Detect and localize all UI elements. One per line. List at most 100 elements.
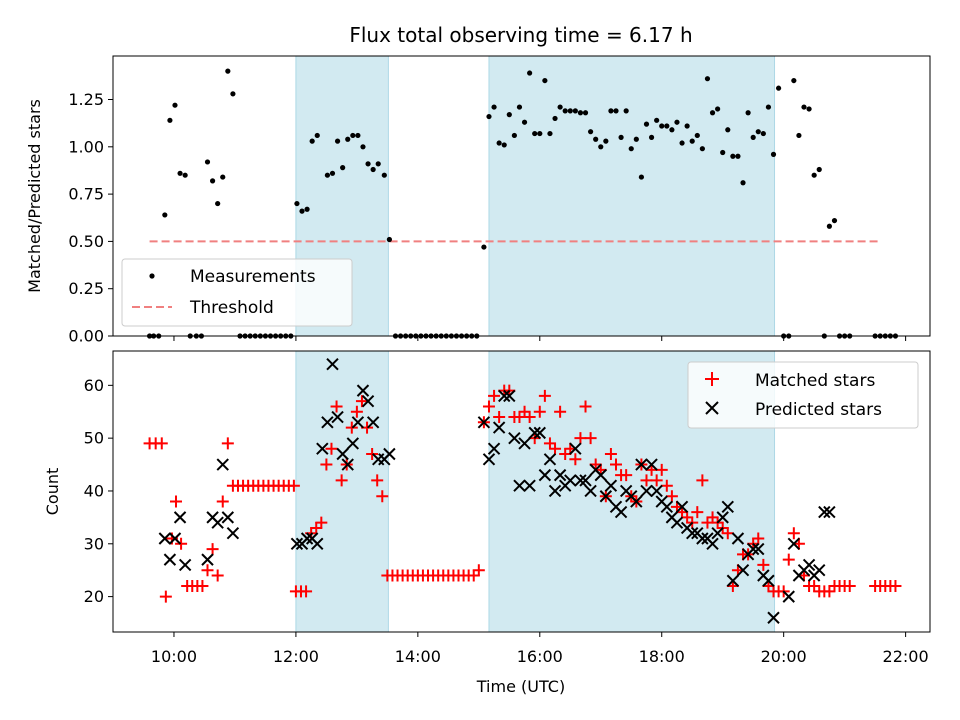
measurement-point	[806, 106, 812, 112]
matched-star-point	[543, 437, 556, 450]
predicted-star-point	[599, 490, 613, 503]
measurement-point	[209, 178, 216, 184]
measurement-point	[811, 172, 817, 178]
measurement-point	[162, 212, 168, 218]
predicted-star-point	[168, 532, 182, 545]
measurement-point	[204, 159, 211, 165]
predicted-star-point	[548, 484, 562, 498]
measurement-point	[654, 117, 660, 123]
measurement-points	[146, 68, 899, 339]
matched-star-point	[330, 400, 343, 413]
measurement-point	[633, 136, 639, 142]
legend-predicted-marker	[705, 401, 719, 415]
predicted-star-point	[216, 458, 229, 471]
measurement-point	[537, 130, 543, 137]
predicted-star-point	[226, 527, 240, 540]
measurement-point	[334, 138, 341, 144]
predicted-star-point	[163, 553, 177, 566]
predicted-star-point	[564, 474, 577, 487]
y-tick-label: 60	[84, 376, 104, 395]
predicted-star-point	[383, 447, 396, 461]
predicted-star-point	[311, 537, 324, 550]
predicted-star-point	[630, 495, 643, 508]
measurement-point	[542, 77, 548, 84]
matched-star-point	[782, 553, 795, 566]
predicted-star-point	[518, 437, 531, 450]
measurement-point	[659, 123, 665, 129]
measurement-point	[375, 161, 381, 167]
measurement-point	[215, 200, 221, 207]
top-legend-box	[121, 258, 353, 327]
predicted-star-point	[650, 484, 663, 498]
matched-star-point	[549, 442, 562, 455]
predicted-star-point	[604, 479, 618, 492]
y-tick-label: 40	[84, 481, 104, 500]
measurement-point	[225, 68, 231, 74]
measurement-point	[791, 77, 797, 84]
measurement-point	[324, 172, 331, 178]
measurement-point	[760, 130, 766, 137]
predicted-stars-points	[158, 357, 836, 624]
matched-star-point	[366, 447, 379, 460]
matched-star-point	[660, 479, 673, 492]
predicted-star-point	[513, 479, 526, 492]
measurement-point	[755, 129, 761, 135]
predicted-star-point	[523, 479, 536, 492]
predicted-star-point	[736, 563, 750, 577]
measurement-point	[309, 138, 315, 144]
bottom-y-axis-label: Count	[43, 468, 62, 516]
legend-measurements-marker	[149, 273, 155, 279]
measurement-point	[735, 153, 741, 159]
predicted-star-point	[346, 437, 360, 450]
measurement-point	[172, 102, 178, 108]
y-tick-label: 0.00	[68, 327, 104, 346]
matched-star-point	[569, 453, 582, 466]
predicted-star-point	[533, 426, 546, 440]
predicted-star-point	[696, 532, 709, 545]
predicted-star-point	[336, 447, 349, 461]
matched-star-point	[355, 395, 368, 408]
measurement-point	[831, 217, 838, 224]
predicted-star-point	[802, 558, 816, 572]
predicted-star-point	[498, 389, 511, 403]
predicted-star-point	[823, 505, 836, 519]
predicted-star-point	[326, 357, 339, 371]
predicted-star-point	[361, 394, 375, 408]
matched-star-point	[681, 511, 694, 524]
matched-star-point	[221, 437, 234, 450]
top-plot-frame	[112, 55, 931, 337]
x-tick-label: 18:00	[639, 647, 685, 666]
x-tick-label: 16:00	[517, 647, 563, 666]
measurement-point	[694, 132, 700, 139]
predicted-star-point	[640, 484, 653, 498]
legend-measurements-label: Measurements	[190, 267, 316, 287]
predicted-star-point	[341, 458, 354, 471]
observing-window-1	[295, 350, 389, 633]
predicted-star-point	[331, 410, 344, 424]
matched-star-point	[310, 521, 323, 534]
measurement-point	[220, 174, 226, 180]
measurement-point	[801, 104, 807, 110]
matched-star-point	[325, 442, 338, 455]
top-x-ticks	[173, 336, 907, 341]
predicted-star-point	[173, 511, 187, 524]
x-tick-label: 14:00	[395, 647, 441, 666]
predicted-star-point	[762, 574, 775, 587]
y-tick-label: 30	[84, 534, 104, 553]
matched-star-point	[610, 458, 623, 471]
x-tick-label: 20:00	[761, 647, 807, 666]
measurement-point	[491, 104, 497, 110]
bottom-y-ticks: 20 30 40 50 60	[84, 376, 113, 606]
matched-star-point	[665, 490, 678, 503]
predicted-star-point	[356, 384, 370, 397]
x-tick-label: 12:00	[273, 647, 319, 666]
predicted-star-point	[351, 416, 365, 429]
matched-star-point	[467, 569, 480, 582]
matched-star-point	[350, 405, 363, 418]
measurement-point	[684, 123, 690, 129]
measurement-point	[516, 104, 523, 110]
measurement-point	[365, 161, 371, 167]
predicted-star-point	[569, 442, 582, 455]
matched-star-point	[620, 469, 633, 482]
